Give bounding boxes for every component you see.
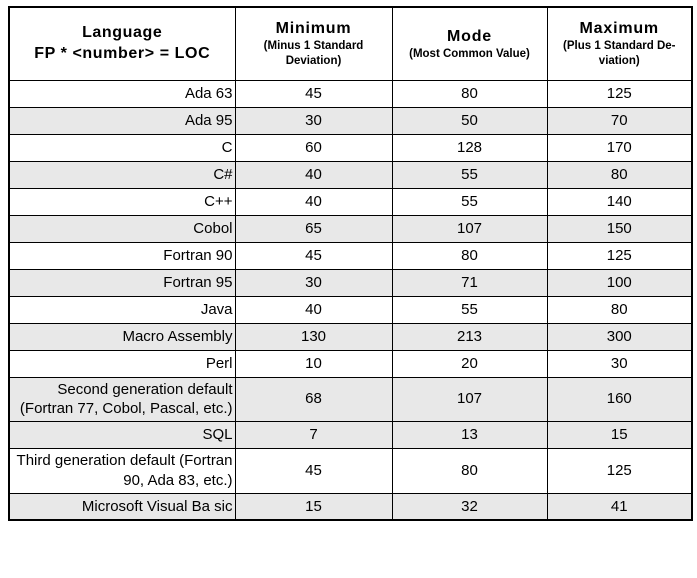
minimum-cell: 45 (234, 448, 393, 494)
maximum-cell: 41 (546, 492, 693, 521)
mode-cell: 128 (391, 133, 548, 162)
maximum-cell: 140 (546, 187, 693, 216)
maximum-cell: 125 (546, 448, 693, 494)
maximum-header-subtitle: (Plus 1 Standard De-viation) (563, 40, 676, 67)
language-cell: Microsoft Visual Ba sic (8, 492, 236, 521)
mode-cell: 55 (391, 187, 548, 216)
mode-cell: 107 (391, 214, 548, 243)
maximum-cell: 70 (546, 106, 693, 135)
table-body: Ada 63 45 80 125 Ada 95 30 50 70 C 60 12… (8, 79, 693, 521)
mode-cell: 213 (391, 322, 548, 351)
language-header-title: Language (82, 23, 163, 41)
mode-cell: 107 (391, 376, 548, 423)
mode-cell: 50 (391, 106, 548, 135)
maximum-cell: 100 (546, 268, 693, 297)
maximum-cell: 30 (546, 349, 693, 378)
minimum-cell: 10 (234, 349, 393, 378)
table-row: Java 40 55 80 (8, 295, 693, 324)
language-cell: Java (8, 295, 236, 324)
mode-header-title: Mode (447, 27, 492, 45)
maximum-column-header: Maximum (Plus 1 Standard De-viation) (546, 6, 693, 81)
language-cell: Ada 63 (8, 79, 236, 108)
minimum-cell: 65 (234, 214, 393, 243)
table-row: Second generation default (Fortran 77, C… (8, 376, 693, 423)
language-cell: C# (8, 160, 236, 189)
language-cell: Cobol (8, 214, 236, 243)
maximum-cell: 170 (546, 133, 693, 162)
table-row: SQL 7 13 15 (8, 421, 693, 450)
table-row: Third generation default (Fortran 90, Ad… (8, 448, 693, 494)
minimum-header-subtitle: (Minus 1 Standard Deviation) (263, 40, 364, 67)
minimum-cell: 68 (234, 376, 393, 423)
mode-cell: 20 (391, 349, 548, 378)
minimum-cell: 40 (234, 160, 393, 189)
maximum-cell: 125 (546, 241, 693, 270)
minimum-cell: 45 (234, 241, 393, 270)
minimum-header-title: Minimum (275, 20, 352, 38)
language-header-formula: FP * <number> = LOC (34, 44, 211, 62)
minimum-cell: 30 (234, 268, 393, 297)
mode-cell: 13 (391, 421, 548, 450)
minimum-cell: 40 (234, 187, 393, 216)
minimum-cell: 30 (234, 106, 393, 135)
language-cell: SQL (8, 421, 236, 450)
header-row: Language FP * <number> = LOC Minimum (Mi… (8, 6, 693, 81)
minimum-cell: 15 (234, 492, 393, 521)
mode-cell: 32 (391, 492, 548, 521)
maximum-cell: 80 (546, 160, 693, 189)
loc-per-fp-table-container: Language FP * <number> = LOC Minimum (Mi… (8, 6, 693, 522)
language-cell: Perl (8, 349, 236, 378)
loc-per-fp-table: Language FP * <number> = LOC Minimum (Mi… (8, 6, 693, 522)
maximum-cell: 125 (546, 79, 693, 108)
language-cell: Third generation default (Fortran 90, Ad… (8, 448, 236, 494)
table-header: Language FP * <number> = LOC Minimum (Mi… (8, 6, 693, 81)
minimum-column-header: Minimum (Minus 1 Standard Deviation) (234, 6, 393, 81)
minimum-cell: 45 (234, 79, 393, 108)
table-row: Macro Assembly 130 213 300 (8, 322, 693, 351)
mode-cell: 80 (391, 241, 548, 270)
mode-cell: 80 (391, 79, 548, 108)
table-row: Ada 95 30 50 70 (8, 106, 693, 135)
table-row: C 60 128 170 (8, 133, 693, 162)
table-row: Perl 10 20 30 (8, 349, 693, 378)
mode-column-header: Mode (Most Common Value) (391, 6, 548, 81)
language-cell: C++ (8, 187, 236, 216)
table-row: Fortran 95 30 71 100 (8, 268, 693, 297)
language-cell: Fortran 95 (8, 268, 236, 297)
language-cell: Macro Assembly (8, 322, 236, 351)
table-row: Microsoft Visual Ba sic 15 32 41 (8, 492, 693, 521)
table-row: C# 40 55 80 (8, 160, 693, 189)
mode-cell: 71 (391, 268, 548, 297)
mode-cell: 55 (391, 295, 548, 324)
mode-cell: 55 (391, 160, 548, 189)
maximum-cell: 150 (546, 214, 693, 243)
table-row: Cobol 65 107 150 (8, 214, 693, 243)
maximum-header-title: Maximum (579, 20, 659, 38)
table-row: C++ 40 55 140 (8, 187, 693, 216)
maximum-cell: 80 (546, 295, 693, 324)
minimum-cell: 60 (234, 133, 393, 162)
mode-header-subtitle: (Most Common Value) (409, 47, 530, 60)
minimum-cell: 40 (234, 295, 393, 324)
language-column-header: Language FP * <number> = LOC (8, 6, 236, 81)
language-cell: C (8, 133, 236, 162)
language-cell: Fortran 90 (8, 241, 236, 270)
table-row: Fortran 90 45 80 125 (8, 241, 693, 270)
maximum-cell: 160 (546, 376, 693, 423)
mode-cell: 80 (391, 448, 548, 494)
table-row: Ada 63 45 80 125 (8, 79, 693, 108)
language-cell: Ada 95 (8, 106, 236, 135)
language-cell: Second generation default (Fortran 77, C… (8, 376, 236, 423)
minimum-cell: 130 (234, 322, 393, 351)
minimum-cell: 7 (234, 421, 393, 450)
maximum-cell: 300 (546, 322, 693, 351)
maximum-cell: 15 (546, 421, 693, 450)
